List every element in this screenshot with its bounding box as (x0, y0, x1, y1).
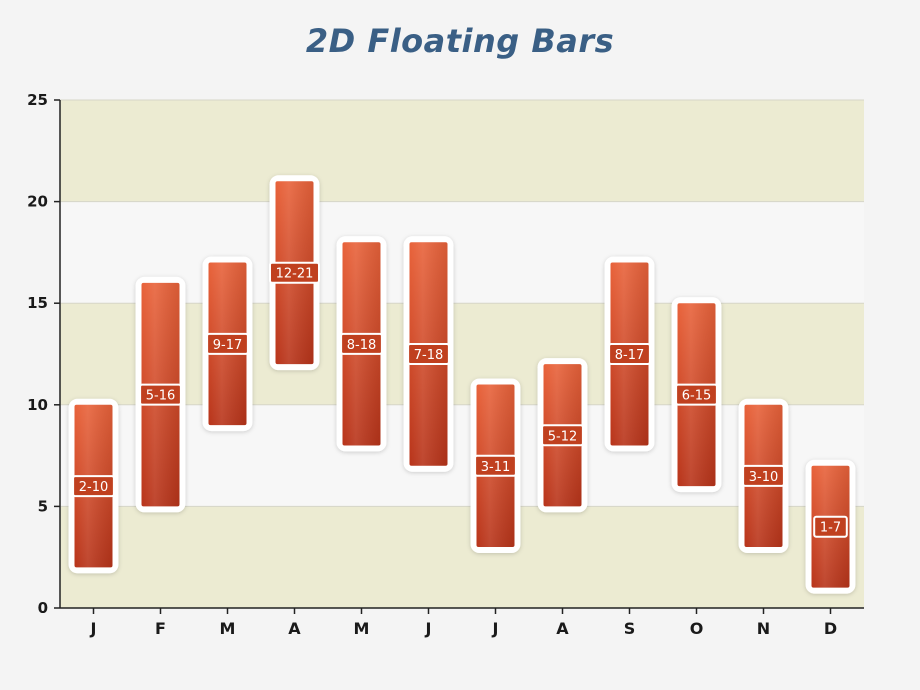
chart-title: 2D Floating Bars (305, 22, 615, 60)
y-tick-label: 0 (38, 599, 48, 617)
data-label-badge (608, 343, 651, 365)
floating-bar[interactable]: 7-18 (403, 236, 454, 472)
data-label: 12-21 (276, 267, 314, 282)
data-label: 5-16 (146, 389, 176, 404)
x-tick-label: J (90, 619, 97, 638)
floating-bar[interactable]: 6-15 (671, 297, 722, 493)
data-label-badge (813, 515, 848, 538)
y-tick-label: 15 (27, 294, 48, 312)
floating-bar[interactable]: 1-7 (805, 459, 856, 594)
floating-bar[interactable]: 3-11 (470, 378, 521, 554)
data-label-badge (139, 383, 182, 406)
x-tick-label: A (288, 619, 301, 638)
data-label: 2-10 (79, 480, 109, 495)
data-label-badge (541, 424, 584, 447)
x-tick-label: M (220, 619, 236, 638)
floating-bar[interactable]: 12-21 (269, 175, 320, 371)
data-label: 7-18 (414, 348, 444, 363)
floating-bar[interactable]: 8-17 (604, 256, 655, 452)
y-tick-label: 10 (27, 396, 48, 414)
data-label: 8-18 (347, 338, 377, 353)
floating-bar[interactable]: 2-10 (68, 398, 119, 574)
data-label-badge (407, 343, 450, 365)
data-label-badge (206, 332, 249, 355)
x-tick-label: F (155, 619, 166, 638)
floating-bar[interactable]: 5-12 (537, 358, 588, 513)
data-label: 1-7 (820, 521, 841, 536)
x-tick-label: S (624, 619, 636, 638)
floating-bar[interactable]: 3-10 (738, 398, 789, 554)
background-band (60, 303, 864, 405)
x-tick-label: J (425, 619, 432, 638)
x-tick-label: N (757, 619, 770, 638)
y-tick-label: 5 (38, 497, 48, 515)
data-label-badge (269, 261, 320, 284)
data-label-badge (742, 464, 785, 487)
background-band (60, 100, 864, 202)
data-label: 9-17 (213, 338, 243, 353)
data-label: 5-12 (548, 429, 578, 444)
x-tick-label: D (824, 619, 837, 638)
background-band (60, 506, 864, 608)
floating-bar[interactable]: 8-18 (336, 236, 387, 452)
data-label: 3-10 (749, 470, 779, 485)
x-tick-label: O (690, 619, 704, 638)
y-tick-label: 20 (27, 193, 48, 211)
x-tick-label: M (354, 619, 370, 638)
data-label: 3-11 (481, 460, 511, 475)
data-label: 8-17 (615, 348, 645, 363)
floating-bar[interactable]: 5-16 (135, 276, 186, 513)
data-label-badge (474, 454, 517, 477)
x-tick-label: J (492, 619, 499, 638)
background-band (60, 201, 864, 304)
data-label: 6-15 (682, 389, 712, 404)
data-label-badge (72, 475, 115, 498)
data-label-badge (675, 383, 718, 406)
x-tick-label: A (556, 619, 569, 638)
y-tick-label: 25 (27, 91, 48, 109)
floating-bar[interactable]: 9-17 (202, 256, 253, 432)
background-band (60, 404, 864, 507)
data-label-badge (340, 332, 383, 355)
